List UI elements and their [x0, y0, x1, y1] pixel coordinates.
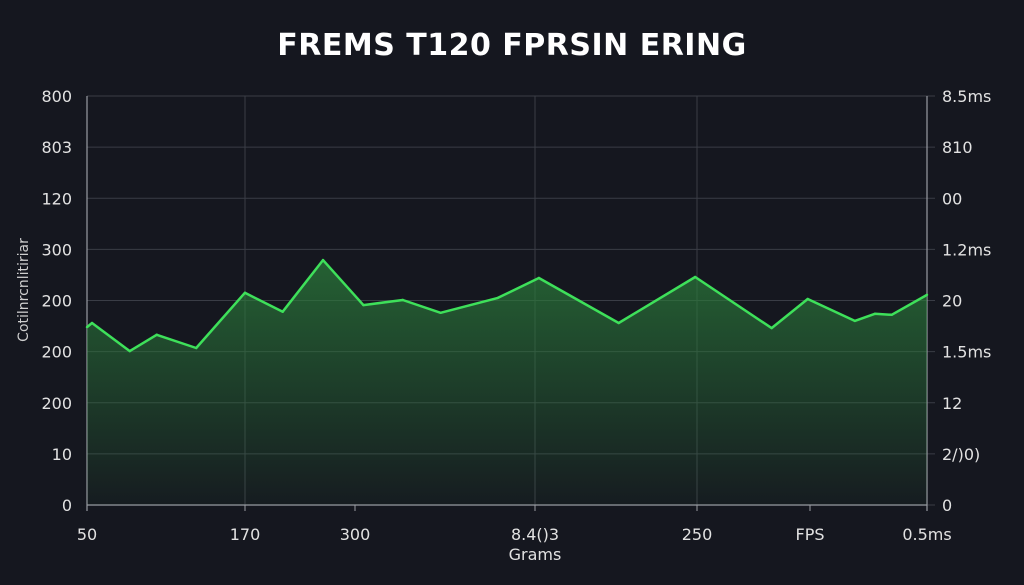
data-point	[321, 258, 325, 262]
data-point	[537, 276, 541, 280]
left-tick-label: 200	[41, 343, 72, 362]
data-point	[155, 333, 158, 336]
left-tick-label: 300	[41, 240, 72, 259]
data-point	[401, 298, 405, 302]
right-tick-label: 00	[942, 189, 962, 208]
right-tick-label: 2/)0)	[942, 445, 980, 464]
data-point	[439, 311, 442, 314]
left-tick-label: 200	[41, 292, 72, 311]
right-tick-label: 1.2ms	[942, 240, 991, 259]
left-tick-label: 120	[41, 189, 72, 208]
data-point	[770, 326, 773, 330]
x-tick-label: 250	[682, 525, 713, 544]
data-point	[85, 325, 89, 329]
data-point	[243, 291, 247, 295]
x-tick-label: 170	[230, 525, 261, 544]
left-tick-label: 0	[62, 496, 72, 515]
left-tick-label: 800	[41, 87, 72, 106]
x-tick-label: 8.4()3	[511, 525, 559, 544]
data-point	[925, 293, 929, 297]
right-tick-label: 8.5ms	[942, 87, 991, 106]
right-tick-label: 1.5ms	[942, 343, 991, 362]
x-axis-label: Grams	[509, 545, 562, 564]
right-tick-label: 20	[942, 292, 962, 311]
right-tick-label: 12	[942, 394, 962, 413]
data-point	[281, 310, 284, 313]
right-tick-label: 0	[942, 496, 952, 515]
data-point	[873, 312, 877, 315]
data-point	[853, 319, 856, 323]
x-tick-label: FPS	[795, 525, 824, 544]
data-point	[496, 296, 499, 300]
x-tick-label: 300	[340, 525, 371, 544]
data-point	[890, 313, 893, 317]
data-point	[693, 275, 697, 279]
y-axis-label: Cotilnrcnlitiriar	[16, 238, 32, 342]
chart-title: FREMS T120 FPRSIN ERING	[277, 28, 747, 63]
x-tick-label: 0.5ms	[902, 525, 951, 544]
left-tick-label: 10	[52, 445, 72, 464]
x-tick-label: 50	[77, 525, 97, 544]
data-point	[128, 349, 132, 353]
left-tick-label: 200	[41, 394, 72, 413]
data-point	[806, 297, 809, 301]
data-point	[195, 346, 198, 350]
left-tick-label: 803	[41, 138, 72, 157]
series-area-fill	[87, 260, 927, 505]
data-point	[90, 321, 94, 325]
right-tick-label: 810	[942, 138, 973, 157]
data-point	[617, 321, 620, 325]
data-point	[362, 303, 365, 307]
